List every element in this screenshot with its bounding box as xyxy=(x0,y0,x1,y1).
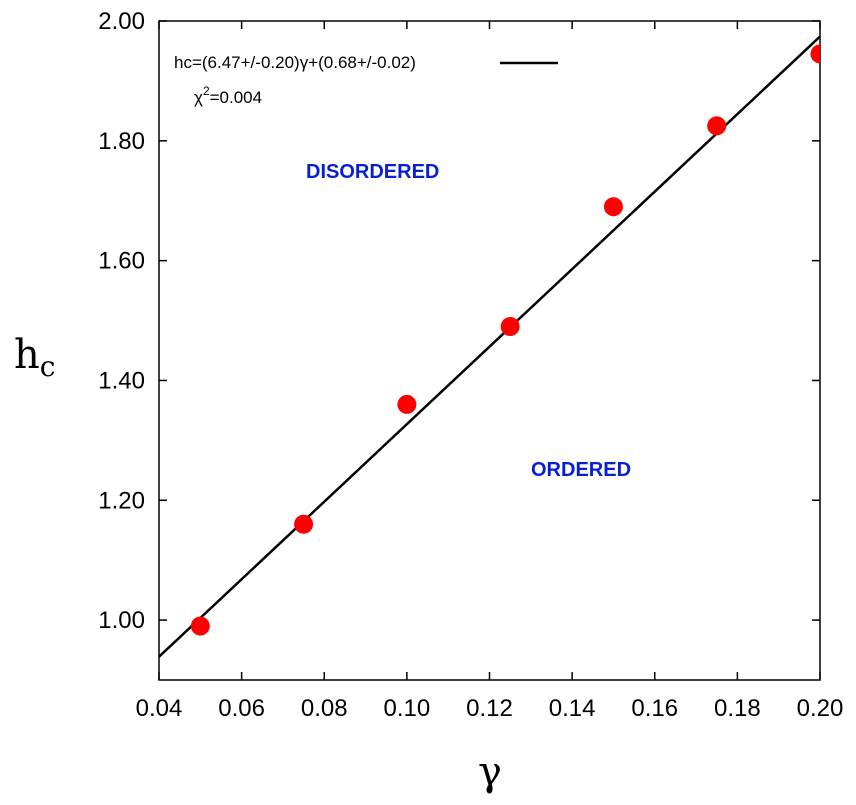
data-points xyxy=(190,44,820,636)
data-point xyxy=(500,317,520,337)
region-label-ordered: ORDERED xyxy=(531,459,631,481)
y-axis-title-subscript: c xyxy=(40,350,56,383)
data-point xyxy=(810,44,820,64)
x-tick-label: 0.14 xyxy=(549,695,596,722)
fit-line xyxy=(159,35,820,658)
chi-square-annotation: χ2=0.004 xyxy=(194,84,262,107)
chi-value: =0.004 xyxy=(210,88,262,107)
x-tick-label: 0.04 xyxy=(136,695,183,722)
region-label-disordered: DISORDERED xyxy=(306,161,439,183)
data-point xyxy=(603,197,623,217)
y-tick-label: 1.80 xyxy=(98,128,145,155)
data-point xyxy=(294,514,314,534)
x-tick-label: 0.16 xyxy=(631,695,678,722)
x-tick-label: 0.20 xyxy=(797,695,844,722)
data-point xyxy=(190,616,210,636)
x-tick-label: 0.08 xyxy=(301,695,348,722)
data-point xyxy=(397,394,417,414)
x-axis-title: γ xyxy=(478,749,502,795)
chi-symbol: χ xyxy=(194,88,203,107)
y-tick-label: 2.00 xyxy=(98,8,145,35)
y-axis-title-base: h xyxy=(14,332,40,378)
x-tick-label: 0.18 xyxy=(714,695,761,722)
y-tick-label: 1.60 xyxy=(98,248,145,275)
y-tick-label: 1.00 xyxy=(98,607,145,634)
x-tick-label: 0.12 xyxy=(466,695,513,722)
y-axis-ticks: 1.00 1.20 1.40 1.60 1.80 2.00 xyxy=(98,8,820,634)
y-axis-title: hc xyxy=(14,332,55,383)
chi-exponent: 2 xyxy=(203,84,210,98)
y-tick-label: 1.40 xyxy=(98,367,145,394)
x-axis-ticks: 0.04 0.06 0.08 0.10 0.12 0.14 0.16 0.18 0.20 xyxy=(136,21,844,722)
legend-label: hc=(6.47+/-0.20)γ+(0.68+/-0.02) xyxy=(174,53,416,72)
x-tick-label: 0.10 xyxy=(384,695,431,722)
data-point xyxy=(707,116,727,136)
y-tick-label: 1.20 xyxy=(98,487,145,514)
x-tick-label: 0.06 xyxy=(218,695,265,722)
